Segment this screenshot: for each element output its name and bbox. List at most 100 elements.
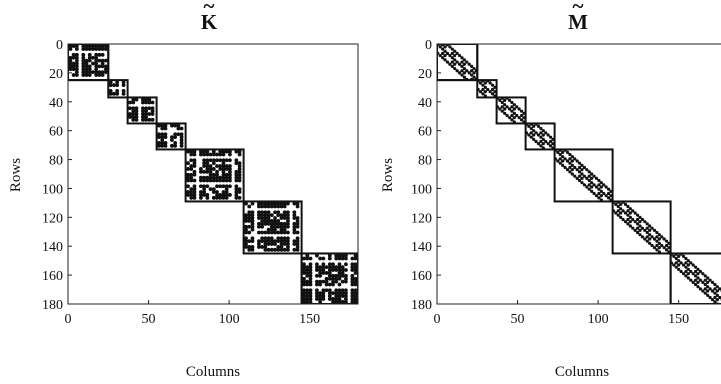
dot-k-4-11-33	[237, 164, 242, 168]
dot-k-4-19-15	[208, 175, 213, 180]
dot-k-5-17-21	[276, 224, 281, 229]
dot-k-5-19-19	[273, 227, 277, 232]
band-dot-m-6-1-6	[674, 261, 678, 265]
dot-k-4-1-27	[228, 149, 232, 154]
dot-k-5-9-13	[263, 213, 268, 218]
dot-k-0-17-11	[84, 67, 89, 72]
dot-k-4-25-11	[202, 184, 207, 189]
dot-k-4-11-3	[189, 164, 194, 168]
dot-k-6-29-21	[334, 294, 339, 298]
dot-k-4-21-3	[189, 178, 194, 183]
dot-k-5-1-9	[257, 201, 261, 206]
dot-k-5-33-25	[282, 247, 287, 252]
dot-k-0-19-23	[103, 70, 108, 75]
y-tick-label-k-5: 100	[42, 182, 63, 197]
dot-k-6-19-1	[302, 279, 306, 284]
dot-k-5-27-11	[260, 239, 265, 244]
dot-k-2-1-9	[141, 97, 145, 102]
dot-k-5-1-31	[292, 201, 297, 206]
dot-k-4-29-19	[215, 190, 219, 194]
y-tick-label-m-0: 0	[425, 38, 432, 53]
dot-k-3-7-5	[163, 132, 168, 137]
dot-k-0-17-3	[71, 67, 76, 72]
dot-k-4-31-19	[215, 193, 219, 197]
dot-k-4-27-3	[189, 187, 194, 192]
dot-k-6-21-33	[353, 282, 358, 287]
band-dot-m-4-2-6	[563, 157, 567, 161]
dot-k-6-17-27	[344, 276, 348, 281]
dot-k-4-3-27	[228, 152, 232, 157]
band-dot-m-5-0-25.5	[643, 237, 647, 241]
dot-k-6-29-9	[315, 294, 319, 298]
dot-k-5-21-33	[295, 230, 300, 235]
band-dot-m-5-1-31.5	[657, 246, 661, 250]
band-dot-m-0-2-9	[450, 56, 454, 60]
dot-k-5-3-17	[269, 204, 274, 209]
dot-k-2-11-5	[134, 112, 139, 116]
dot-k-0-17-13	[87, 67, 92, 72]
band-dot-m-5-1-19.5	[638, 228, 642, 232]
dot-k-5-29-33	[295, 242, 300, 246]
band-dot-m-4-1-12	[568, 165, 572, 170]
band-dot-m-0-4-7.5	[457, 53, 462, 58]
band-dot-m-2-3-6	[510, 105, 514, 109]
band-dot-m-4-0-7.5	[556, 159, 560, 163]
dot-k-4-1-31	[234, 149, 239, 154]
dot-k-5-29-13	[263, 242, 268, 246]
dot-k-2-1-11	[144, 97, 149, 102]
dot-k-6-27-17	[327, 291, 332, 296]
band-dot-m-5-2-12	[631, 217, 635, 222]
dot-k-5-15-13	[263, 221, 268, 226]
band-dot-m-0-0-9	[441, 56, 445, 60]
band-dot-m-6-2-27	[713, 291, 717, 295]
band-dot-m-4-4-9	[577, 161, 582, 165]
dot-k-0-3-23	[103, 47, 108, 51]
dot-k-3-11-3	[160, 138, 165, 142]
band-dot-m-5-0-33	[655, 248, 659, 252]
dot-k-5-7-3	[247, 210, 252, 215]
dot-k-6-31-33	[353, 297, 358, 301]
dot-k-4-1-13	[205, 149, 210, 154]
dot-k-6-21-1	[302, 282, 306, 287]
dot-k-6-1-9	[315, 253, 319, 258]
band-dot-m-5-0-21	[635, 230, 640, 235]
dot-k-4-19-11	[202, 175, 207, 180]
band-dot-m-3-1-6	[529, 131, 533, 135]
dot-k-4-7-27	[228, 158, 232, 163]
band-dot-m-4-2-4.5	[561, 155, 565, 159]
dot-k-2-15-9	[141, 117, 145, 122]
dot-k-1-9-5	[115, 91, 120, 96]
dot-k-4-3-19	[215, 152, 219, 157]
dot-k-6-9-31	[350, 265, 355, 270]
dot-k-4-9-23	[221, 161, 226, 166]
dot-k-6-21-3	[305, 282, 310, 287]
dot-k-5-15-5	[250, 221, 255, 226]
dot-k-5-33-33	[295, 247, 300, 252]
dot-k-5-9-15	[266, 213, 271, 218]
dot-k-6-7-17	[327, 262, 332, 267]
band-dot-m-4-0-19.5	[575, 176, 579, 180]
dot-k-5-3-33	[295, 204, 300, 209]
dot-k-4-3-21	[218, 152, 223, 157]
dot-k-0-19-13	[87, 70, 92, 75]
dot-k-2-13-9	[141, 115, 145, 119]
y-tick-label-m-7: 140	[411, 240, 432, 255]
dot-k-0-21-11	[84, 73, 89, 77]
dot-k-0-17-9	[81, 67, 86, 72]
band-dot-m-0-0-10.5	[443, 58, 447, 62]
dot-k-5-21-23	[279, 230, 284, 235]
band-dot-m-3-2-10.5	[541, 137, 545, 141]
dot-k-6-27-33	[353, 291, 358, 296]
x-tick-label-k-2: 100	[219, 312, 240, 327]
dot-k-5-13-3	[247, 219, 252, 223]
dot-k-5-1-19	[273, 201, 277, 206]
band-dot-m-0-2-12	[455, 60, 459, 64]
dot-k-5-15-15	[266, 221, 271, 226]
dot-k-2-9-11	[144, 109, 149, 114]
dot-k-4-31-5	[192, 193, 197, 197]
dot-k-0-15-3	[71, 64, 76, 69]
band-dot-m-1-2-9	[490, 92, 495, 96]
band-dot-m-4-4-21	[597, 178, 601, 183]
band-dot-m-1-2-6	[486, 87, 490, 92]
y-tick-label-m-4: 80	[418, 154, 432, 169]
